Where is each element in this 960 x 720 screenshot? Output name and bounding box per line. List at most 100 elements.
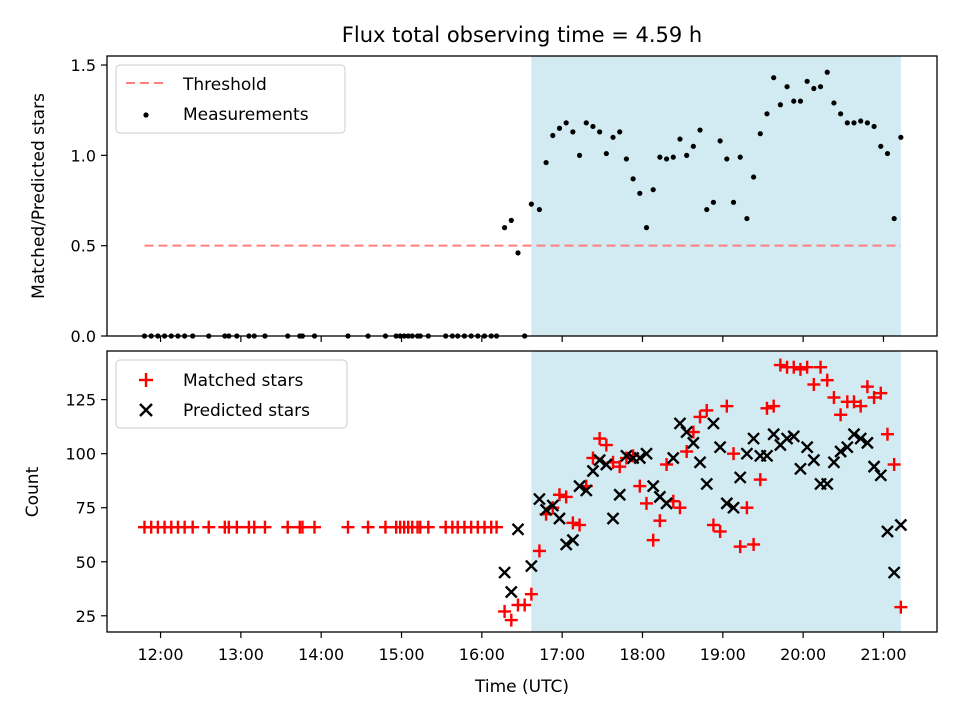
matched-point	[874, 386, 888, 400]
matched-point	[593, 432, 607, 446]
matched-point	[773, 358, 787, 372]
predicted-point	[646, 479, 660, 493]
measurement-point	[570, 129, 576, 135]
matched-point	[646, 533, 660, 547]
measurement-point	[543, 159, 549, 166]
measurement-point	[597, 129, 603, 135]
matched-point	[633, 479, 647, 493]
measurement-point	[804, 78, 810, 84]
panel-counts: 25 50 75 100 125 12:00 13:00 14:00 15:00 16:00 17…	[23, 350, 938, 697]
predicted-point	[566, 533, 580, 547]
predicted-point	[787, 430, 801, 443]
y-tick-label: 0.0	[71, 327, 96, 346]
shaded-span-top	[531, 56, 901, 336]
measurement-point	[737, 154, 743, 160]
y-tick-label: 25	[76, 607, 96, 626]
matched-point	[308, 520, 321, 534]
measurement-point	[663, 156, 670, 162]
predicted-point	[498, 566, 511, 579]
matched-point	[834, 408, 848, 422]
predicted-point	[840, 440, 854, 454]
predicted-point	[894, 518, 908, 532]
predicted-point	[760, 449, 774, 463]
matched-point	[760, 401, 774, 415]
matched-point	[295, 520, 309, 534]
ylabel-top: Matched/Predicted stars	[29, 93, 49, 299]
measurement-point	[871, 123, 877, 130]
matched-point	[230, 520, 244, 534]
y-ticks-bottom: 25 50 75 100 125	[65, 391, 107, 626]
predicted-point	[613, 488, 627, 502]
matched-point	[498, 604, 512, 618]
matched-point	[559, 490, 573, 504]
matched-point	[860, 380, 874, 394]
measurement-point	[603, 150, 609, 157]
y-tick-label: 100	[65, 445, 96, 464]
predicted-point	[579, 484, 593, 497]
matched-point	[894, 600, 908, 614]
measurement-point	[684, 152, 690, 158]
matched-point	[566, 516, 580, 530]
matched-point	[532, 544, 546, 558]
y-tick-label: 1.0	[71, 146, 96, 165]
predicted-point	[511, 522, 525, 536]
measurement-point	[697, 127, 703, 133]
predicted-point	[504, 585, 518, 599]
predicted-point	[727, 501, 740, 515]
measurement-point	[677, 136, 683, 142]
predicted-point	[593, 453, 606, 467]
measurement-point	[858, 118, 864, 124]
predicted-point	[606, 512, 620, 525]
measurement-point	[777, 102, 783, 108]
matched-point	[686, 425, 700, 439]
measurement-point	[791, 98, 797, 104]
matched-point	[518, 598, 532, 612]
measurement-point	[508, 217, 514, 223]
x-tick-label: 18:00	[619, 645, 665, 664]
predicted-point	[800, 440, 814, 454]
matched-stars-series	[137, 358, 908, 627]
x-tick-label: 12:00	[137, 645, 183, 664]
matched-point	[800, 360, 814, 374]
legend-matched-label: Matched stars	[183, 371, 303, 391]
predicted-stars-series	[498, 417, 908, 599]
predicted-point	[854, 432, 868, 445]
y-tick-label: 125	[65, 391, 96, 410]
measurement-point	[704, 206, 710, 213]
matched-point	[573, 518, 587, 532]
predicted-point	[546, 499, 560, 512]
matched-point	[660, 457, 674, 471]
matched-point	[827, 390, 841, 404]
measurement-point	[724, 156, 730, 162]
matched-point	[854, 399, 868, 413]
measurement-point	[690, 143, 696, 149]
matched-point	[807, 378, 821, 392]
measurement-point	[797, 98, 804, 104]
matched-point	[700, 403, 714, 417]
measurement-point	[650, 187, 656, 193]
measurement-point	[657, 154, 663, 160]
predicted-point	[586, 464, 600, 478]
measurement-point	[891, 215, 897, 222]
predicted-point	[707, 417, 720, 430]
predicted-point	[599, 458, 613, 471]
measurement-point	[878, 143, 884, 149]
measurement-point	[670, 154, 676, 160]
predicted-point	[713, 440, 727, 454]
measurement-point	[623, 156, 630, 162]
predicted-point	[573, 479, 586, 493]
measurement-point	[824, 69, 830, 75]
x-tick-label: 14:00	[298, 645, 344, 664]
matched-point	[504, 613, 518, 627]
matched-point	[341, 520, 355, 534]
matched-point	[713, 524, 727, 538]
matched-point	[490, 520, 504, 534]
predicted-point	[847, 427, 861, 441]
matched-point	[693, 410, 707, 424]
predicted-point	[687, 436, 700, 450]
measurement-point	[750, 174, 757, 180]
measurement-point	[771, 75, 777, 81]
predicted-point	[633, 451, 647, 465]
y-tick-label: 50	[76, 553, 96, 572]
predicted-point	[539, 503, 553, 517]
